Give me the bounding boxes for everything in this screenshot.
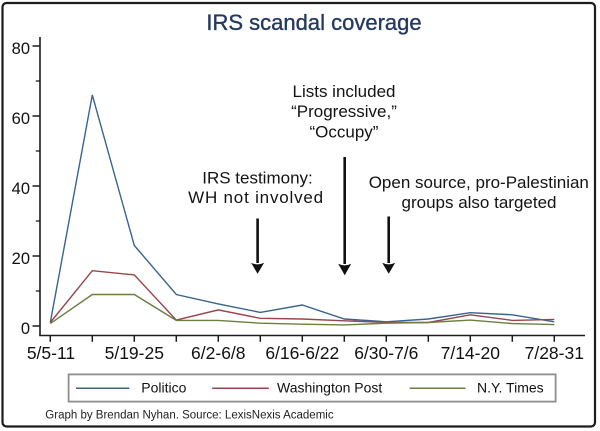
svg-text:WH not involved: WH not involved [188,188,324,207]
svg-text:“Occupy”: “Occupy” [310,123,379,142]
svg-text:7/28-31: 7/28-31 [525,343,584,363]
svg-text:80: 80 [12,40,30,58]
svg-text:6/16-6/22: 6/16-6/22 [265,343,339,363]
svg-text:0: 0 [21,320,30,338]
svg-text:“Progressive,”: “Progressive,” [291,102,397,121]
svg-text:Open source, pro-Palestinian: Open source, pro-Palestinian [369,173,589,192]
svg-text:5/19-25: 5/19-25 [105,343,164,363]
svg-text:Politico: Politico [141,379,186,395]
svg-text:Lists included: Lists included [292,82,395,101]
svg-text:20: 20 [12,250,30,268]
svg-text:IRS scandal coverage: IRS scandal coverage [206,10,421,35]
svg-text:40: 40 [12,180,30,198]
svg-text:Washington Post: Washington Post [277,379,382,395]
svg-text:60: 60 [12,110,30,128]
svg-text:groups also targeted: groups also targeted [402,193,557,212]
svg-text:6/30-7/6: 6/30-7/6 [354,343,418,363]
svg-text:IRS testimony:: IRS testimony: [202,169,313,188]
svg-text:Graph by Brendan Nyhan. Source: Graph by Brendan Nyhan. Source: LexisNex… [45,410,334,422]
svg-text:7/14-20: 7/14-20 [441,343,501,363]
svg-text:5/5-11: 5/5-11 [27,343,75,363]
svg-text:6/2-6/8: 6/2-6/8 [191,343,245,363]
svg-text:N.Y. Times: N.Y. Times [477,379,544,395]
